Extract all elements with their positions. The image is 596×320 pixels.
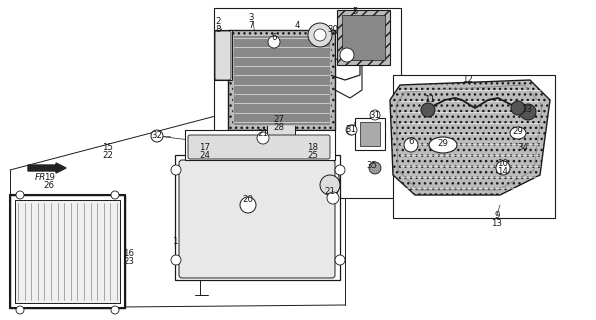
Circle shape bbox=[308, 23, 332, 47]
Text: 2: 2 bbox=[215, 18, 221, 27]
Ellipse shape bbox=[429, 137, 457, 153]
Text: 3: 3 bbox=[249, 12, 254, 21]
Text: 25: 25 bbox=[308, 151, 318, 161]
Text: 1: 1 bbox=[172, 237, 178, 246]
Text: 15: 15 bbox=[103, 143, 113, 153]
Text: 6: 6 bbox=[408, 138, 414, 147]
Bar bbox=[10, 195, 125, 308]
FancyArrow shape bbox=[28, 163, 66, 173]
FancyBboxPatch shape bbox=[179, 160, 335, 278]
Bar bbox=[214, 30, 232, 80]
Circle shape bbox=[496, 161, 510, 175]
Bar bbox=[267, 115, 295, 140]
Text: 29: 29 bbox=[437, 139, 448, 148]
Circle shape bbox=[404, 138, 418, 152]
FancyBboxPatch shape bbox=[188, 135, 330, 159]
Circle shape bbox=[335, 255, 345, 265]
Text: 18: 18 bbox=[308, 143, 318, 153]
Circle shape bbox=[347, 125, 357, 135]
Text: 14: 14 bbox=[498, 166, 508, 175]
Circle shape bbox=[320, 175, 340, 195]
Circle shape bbox=[111, 191, 119, 199]
Text: 33: 33 bbox=[522, 106, 532, 115]
Text: 31: 31 bbox=[346, 125, 356, 134]
Bar bbox=[360, 122, 380, 146]
Bar bbox=[15, 200, 120, 303]
Text: 30: 30 bbox=[327, 26, 339, 35]
Text: 13: 13 bbox=[492, 219, 502, 228]
Text: 34: 34 bbox=[517, 143, 529, 153]
Bar bbox=[214, 8, 401, 198]
Circle shape bbox=[111, 306, 119, 314]
Bar bbox=[342, 15, 385, 60]
Bar bbox=[228, 30, 335, 130]
Circle shape bbox=[171, 165, 181, 175]
Text: 5: 5 bbox=[352, 7, 358, 17]
Circle shape bbox=[370, 110, 380, 120]
Circle shape bbox=[421, 103, 435, 117]
Bar bbox=[337, 10, 390, 65]
Text: FR.: FR. bbox=[35, 173, 49, 182]
Text: 10: 10 bbox=[498, 158, 508, 167]
Text: 21: 21 bbox=[324, 188, 336, 196]
Text: 6: 6 bbox=[271, 34, 277, 43]
Ellipse shape bbox=[510, 127, 526, 139]
Circle shape bbox=[16, 306, 24, 314]
Text: 24: 24 bbox=[200, 151, 210, 161]
Text: 26: 26 bbox=[44, 181, 54, 190]
Circle shape bbox=[268, 36, 280, 48]
Text: 19: 19 bbox=[44, 173, 54, 182]
Text: 4: 4 bbox=[294, 20, 300, 29]
Text: 11: 11 bbox=[424, 95, 436, 105]
Circle shape bbox=[340, 48, 354, 62]
Circle shape bbox=[171, 255, 181, 265]
Text: 27: 27 bbox=[274, 116, 284, 124]
Circle shape bbox=[327, 192, 339, 204]
Circle shape bbox=[151, 130, 163, 142]
Bar bbox=[175, 155, 340, 280]
Circle shape bbox=[369, 162, 381, 174]
Text: 29: 29 bbox=[513, 127, 523, 137]
Text: 8: 8 bbox=[215, 26, 221, 35]
Text: 23: 23 bbox=[123, 257, 135, 266]
Circle shape bbox=[257, 132, 269, 144]
Circle shape bbox=[335, 165, 345, 175]
Text: 28: 28 bbox=[274, 124, 284, 132]
Polygon shape bbox=[10, 195, 125, 308]
Bar bbox=[185, 130, 335, 160]
Text: 7: 7 bbox=[249, 20, 254, 29]
Text: 17: 17 bbox=[200, 143, 210, 153]
Circle shape bbox=[520, 104, 536, 120]
Circle shape bbox=[240, 197, 256, 213]
Bar bbox=[355, 118, 385, 150]
Circle shape bbox=[511, 101, 525, 115]
Circle shape bbox=[346, 125, 356, 135]
FancyBboxPatch shape bbox=[215, 31, 231, 80]
Text: 21: 21 bbox=[257, 129, 269, 138]
Text: 31: 31 bbox=[370, 110, 380, 119]
Text: 16: 16 bbox=[123, 249, 135, 258]
Bar bbox=[393, 75, 555, 218]
Text: 20: 20 bbox=[243, 196, 253, 204]
Text: 32: 32 bbox=[151, 131, 163, 140]
Text: 22: 22 bbox=[103, 151, 113, 161]
Text: 12: 12 bbox=[462, 76, 473, 84]
Text: 9: 9 bbox=[494, 211, 499, 220]
Bar bbox=[233, 35, 330, 125]
Text: 35: 35 bbox=[367, 161, 377, 170]
Circle shape bbox=[16, 191, 24, 199]
Polygon shape bbox=[390, 80, 550, 195]
Circle shape bbox=[314, 29, 326, 41]
